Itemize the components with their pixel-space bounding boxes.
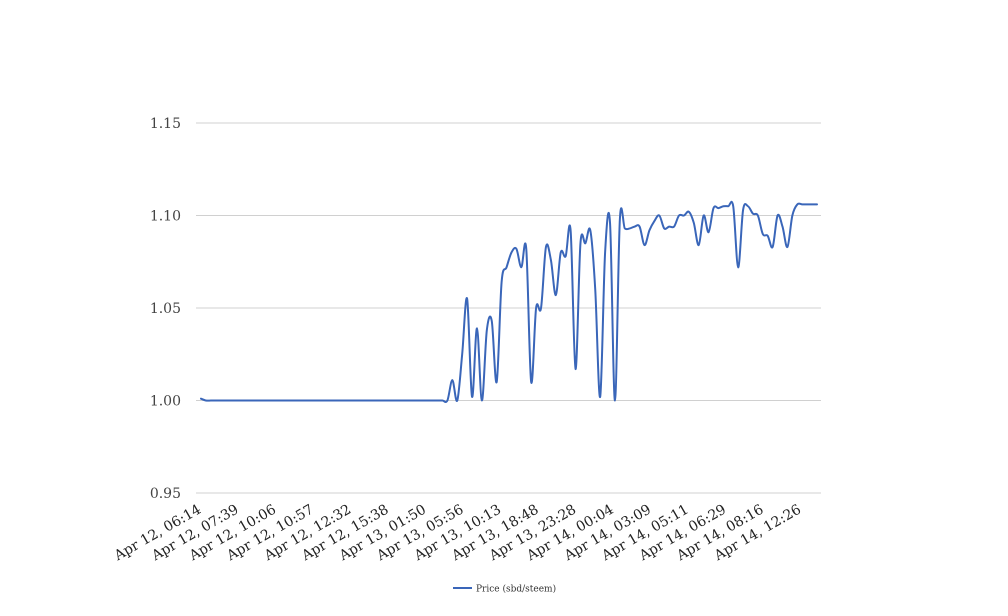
y-tick-label: 0.95 [150,486,181,502]
y-tick-label: 1.05 [150,301,181,317]
gridlines [196,122,821,494]
y-tick-label: 1.00 [150,394,181,410]
y-tick-label: 1.10 [150,209,181,225]
series-line-0 [200,200,818,403]
y-axis-tick-labels: 0.95 1.00 1.05 1.10 1.15 [150,116,181,502]
y-tick-label: 1.15 [150,116,181,132]
legend-label: Price (sbd/steem) [476,584,556,595]
legend[interactable]: Price (sbd/steem) [453,584,556,595]
series-lines [200,200,818,403]
